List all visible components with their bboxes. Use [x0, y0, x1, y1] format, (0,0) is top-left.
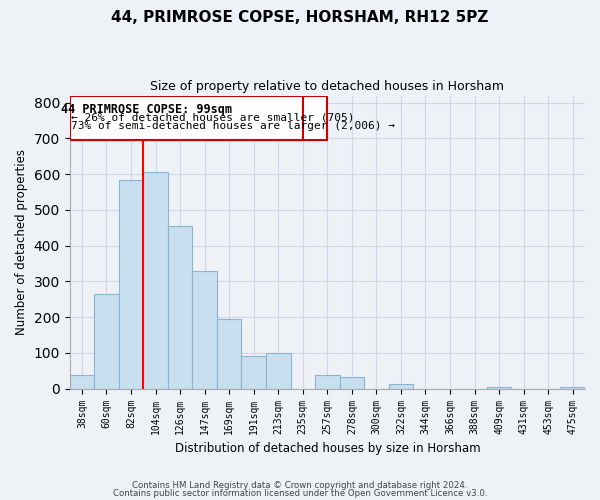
Bar [340, 378, 364, 388]
Bar [143, 172, 168, 388]
Bar [217, 318, 241, 388]
Title: Size of property relative to detached houses in Horsham: Size of property relative to detached ho… [151, 80, 505, 93]
Y-axis label: Number of detached properties: Number of detached properties [15, 149, 28, 335]
Bar [560, 387, 585, 388]
Bar [266, 353, 290, 388]
Bar [168, 226, 193, 388]
Bar [70, 375, 94, 388]
Bar [241, 356, 266, 388]
Text: 73% of semi-detached houses are larger (2,006) →: 73% of semi-detached houses are larger (… [71, 122, 395, 132]
Bar [315, 375, 340, 388]
Bar [119, 180, 143, 388]
Bar [94, 294, 119, 388]
Bar [193, 270, 217, 388]
Bar [70, 96, 328, 140]
X-axis label: Distribution of detached houses by size in Horsham: Distribution of detached houses by size … [175, 442, 480, 455]
Text: ← 26% of detached houses are smaller (705): ← 26% of detached houses are smaller (70… [71, 112, 355, 122]
Text: Contains HM Land Registry data © Crown copyright and database right 2024.: Contains HM Land Registry data © Crown c… [132, 481, 468, 490]
Text: 44, PRIMROSE COPSE, HORSHAM, RH12 5PZ: 44, PRIMROSE COPSE, HORSHAM, RH12 5PZ [112, 10, 488, 25]
Text: 44 PRIMROSE COPSE: 99sqm: 44 PRIMROSE COPSE: 99sqm [61, 102, 232, 116]
Bar [389, 384, 413, 388]
Text: Contains public sector information licensed under the Open Government Licence v3: Contains public sector information licen… [113, 488, 487, 498]
Bar [70, 96, 303, 140]
Bar [487, 387, 511, 388]
